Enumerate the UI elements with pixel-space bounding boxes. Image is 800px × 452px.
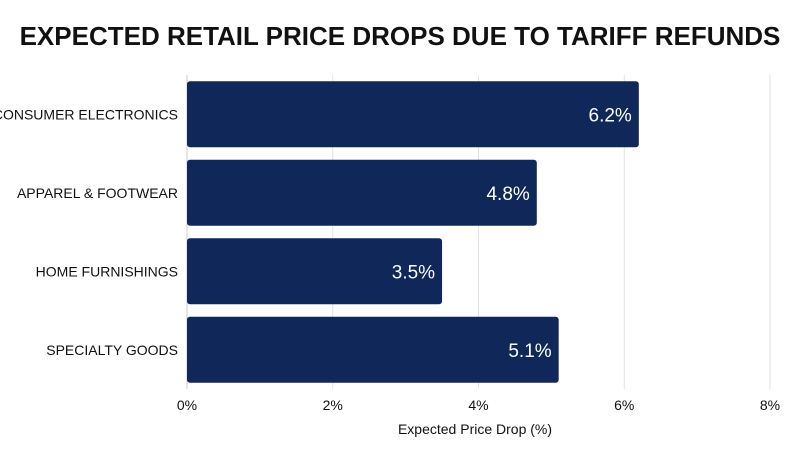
bar bbox=[187, 81, 639, 148]
bar bbox=[187, 316, 559, 383]
x-axis-label: Expected Price Drop (%) bbox=[398, 421, 552, 437]
x-tick-labels: 0% 2% 4% 6% 8% bbox=[177, 397, 780, 413]
x-tick-label: 8% bbox=[760, 397, 780, 413]
category-label: HOME FURNISHINGS bbox=[36, 263, 178, 279]
x-tick-label: 2% bbox=[323, 397, 343, 413]
bars: 6.2% 4.8% 3.5% 5.1% bbox=[187, 81, 639, 383]
category-labels: CONSUMER ELECTRONICS APPAREL & FOOTWEAR HO… bbox=[0, 106, 178, 358]
bar bbox=[187, 238, 443, 305]
x-tick-label: 6% bbox=[614, 397, 634, 413]
bar bbox=[187, 159, 537, 226]
bar-data-label: 5.1% bbox=[508, 341, 551, 362]
bar-data-label: 4.8% bbox=[486, 184, 529, 205]
x-tick-label: 4% bbox=[468, 397, 488, 413]
category-label: SPECIALTY GOODS bbox=[46, 342, 178, 358]
category-label: CONSUMER ELECTRONICS bbox=[0, 106, 178, 122]
x-tick-label: 0% bbox=[177, 397, 197, 413]
bar-data-label: 3.5% bbox=[392, 262, 435, 283]
chart-title: EXPECTED RETAIL PRICE DROPS DUE TO TARIF… bbox=[20, 21, 781, 51]
category-label: APPAREL & FOOTWEAR bbox=[17, 185, 178, 201]
bar-data-label: 6.2% bbox=[589, 105, 632, 126]
